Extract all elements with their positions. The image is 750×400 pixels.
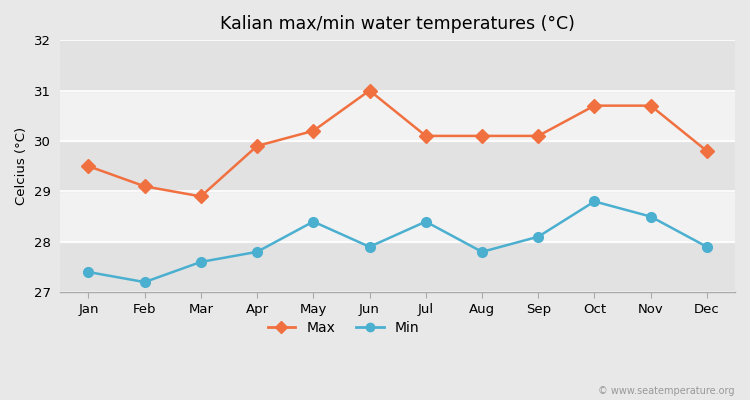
- Title: Kalian max/min water temperatures (°C): Kalian max/min water temperatures (°C): [220, 15, 575, 33]
- Bar: [60, 242, 735, 292]
- Max: [590, 103, 599, 108]
- Max: [703, 149, 712, 154]
- Text: © www.seatemperature.org: © www.seatemperature.org: [598, 386, 735, 396]
- Min: [422, 219, 430, 224]
- Bar: [60, 141, 735, 191]
- Max: [84, 164, 93, 168]
- Max: [478, 134, 487, 138]
- Legend: Max, Min: Max, Min: [262, 316, 425, 341]
- Min: [140, 280, 149, 284]
- Y-axis label: Celcius (°C): Celcius (°C): [15, 127, 28, 205]
- Min: [478, 250, 487, 254]
- Min: [196, 260, 206, 264]
- Bar: [60, 40, 735, 90]
- Min: [253, 250, 262, 254]
- Max: [646, 103, 656, 108]
- Max: [534, 134, 543, 138]
- Bar: [60, 90, 735, 141]
- Min: [590, 199, 599, 204]
- Max: [253, 144, 262, 148]
- Min: [365, 244, 374, 249]
- Max: [196, 194, 206, 199]
- Min: [534, 234, 543, 239]
- Max: [309, 128, 318, 133]
- Min: [646, 214, 656, 219]
- Max: [365, 88, 374, 93]
- Bar: [60, 191, 735, 242]
- Min: [309, 219, 318, 224]
- Line: Min: Min: [83, 196, 712, 287]
- Max: [140, 184, 149, 189]
- Min: [84, 270, 93, 274]
- Line: Max: Max: [83, 86, 712, 201]
- Max: [422, 134, 430, 138]
- Min: [703, 244, 712, 249]
